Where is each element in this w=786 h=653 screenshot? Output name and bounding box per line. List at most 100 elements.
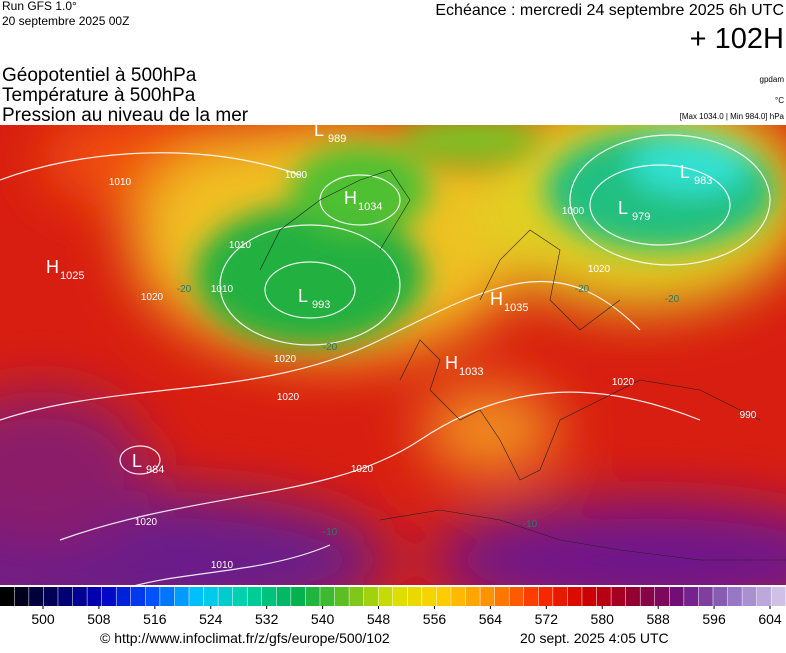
- color-swatch: [349, 587, 364, 606]
- color-swatch: [160, 587, 175, 606]
- color-swatch: [567, 587, 582, 606]
- colorbar-label: 596: [702, 611, 726, 627]
- color-swatch: [320, 587, 335, 606]
- unit-gpdam: gpdam: [760, 75, 785, 84]
- colorbar-label: 572: [535, 611, 559, 627]
- isobar-label: 1020: [141, 292, 164, 303]
- color-swatch: [669, 587, 684, 606]
- center-value: 989: [328, 133, 346, 145]
- temperature-label: -20: [177, 284, 192, 295]
- color-swatch: [116, 587, 131, 606]
- center-value: 1033: [459, 366, 483, 378]
- unit-hpa: [Max 1034.0 | Min 984.0] hPa: [680, 112, 785, 121]
- center-letter: L: [314, 120, 324, 140]
- color-swatch: [727, 587, 742, 606]
- center-value: 979: [632, 211, 650, 223]
- isobar-label: 1010: [229, 240, 252, 251]
- color-swatch: [465, 587, 480, 606]
- colorbar-label: 540: [311, 611, 335, 627]
- run-label: Run GFS 1.0°: [2, 0, 77, 13]
- color-swatch: [494, 587, 509, 606]
- color-swatch: [771, 587, 786, 606]
- isobar-label: 1020: [274, 354, 297, 365]
- temperature-label: -20: [665, 294, 680, 305]
- color-swatch: [247, 587, 262, 606]
- isobar-label: 990: [740, 410, 757, 421]
- color-swatch: [87, 587, 102, 606]
- colorbar-label: 604: [758, 611, 782, 627]
- color-swatch: [451, 587, 466, 606]
- color-swatch: [378, 587, 393, 606]
- center-letter: L: [618, 198, 628, 218]
- temperature-label: -10: [523, 519, 538, 530]
- color-swatch: [640, 587, 655, 606]
- color-swatch: [262, 587, 277, 606]
- colorbar-label: 556: [423, 611, 447, 627]
- isobar-label: 1020: [135, 517, 158, 528]
- color-swatch: [422, 587, 437, 606]
- color-swatch: [189, 587, 204, 606]
- isobar-label: 1010: [109, 177, 132, 188]
- temperature-label: -10: [323, 527, 338, 538]
- color-swatch: [43, 587, 58, 606]
- forecast-date: Echéance : mercredi 24 septembre 2025 6h…: [435, 2, 784, 19]
- isobar-label: 1020: [277, 392, 300, 403]
- center-letter: L: [132, 451, 142, 471]
- isobar-label: 1020: [612, 377, 635, 388]
- colorbar-label: 524: [199, 611, 223, 627]
- isobar-label: 1000: [562, 206, 585, 217]
- colorbar-label: 564: [479, 611, 503, 627]
- center-value: 1025: [60, 270, 84, 282]
- color-swatch: [145, 587, 160, 606]
- color-swatch: [174, 587, 189, 606]
- color-swatch: [742, 587, 757, 606]
- color-swatch: [655, 587, 670, 606]
- color-swatch: [291, 587, 306, 606]
- color-swatch: [756, 587, 771, 606]
- color-swatch: [29, 587, 44, 606]
- color-swatch: [14, 587, 29, 606]
- isobar-label: 1020: [351, 464, 374, 475]
- color-swatch: [334, 587, 349, 606]
- color-swatch: [232, 587, 247, 606]
- center-letter: H: [445, 353, 458, 373]
- center-letter: L: [680, 162, 690, 182]
- color-swatch: [218, 587, 233, 606]
- color-swatch: [131, 587, 146, 606]
- colorbar-label: 532: [255, 611, 279, 627]
- colorbar-label: 588: [646, 611, 670, 627]
- color-swatch: [625, 587, 640, 606]
- center-letter: L: [298, 286, 308, 306]
- color-swatch: [538, 587, 553, 606]
- color-swatch: [582, 587, 597, 606]
- isobar-label: 1010: [211, 560, 234, 571]
- color-swatch: [276, 587, 291, 606]
- color-swatch: [393, 587, 408, 606]
- color-swatch: [363, 587, 378, 606]
- colorbar-label: 508: [87, 611, 111, 627]
- center-letter: H: [46, 257, 59, 277]
- color-swatch: [72, 587, 87, 606]
- color-swatch: [524, 587, 539, 606]
- color-swatch: [509, 587, 524, 606]
- color-swatch: [436, 587, 451, 606]
- color-swatch: [713, 587, 728, 606]
- color-swatch: [203, 587, 218, 606]
- center-value: 984: [146, 464, 164, 476]
- unit-celsius: °C: [775, 96, 784, 105]
- title-pressure: Pression au niveau de la mer: [2, 105, 249, 126]
- color-swatch: [596, 587, 611, 606]
- color-swatch: [58, 587, 73, 606]
- colorbar-label: 548: [367, 611, 391, 627]
- title-geopotential: Géopotentiel à 500hPa: [2, 65, 197, 86]
- center-value: 1034: [358, 201, 382, 213]
- colorbar-label: 580: [591, 611, 615, 627]
- color-swatch: [684, 587, 699, 606]
- isobar-label: 1020: [588, 264, 611, 275]
- color-swatch: [407, 587, 422, 606]
- title-temperature: Température à 500hPa: [2, 85, 196, 106]
- colorbar-label: 500: [31, 611, 55, 627]
- color-swatch: [611, 587, 626, 606]
